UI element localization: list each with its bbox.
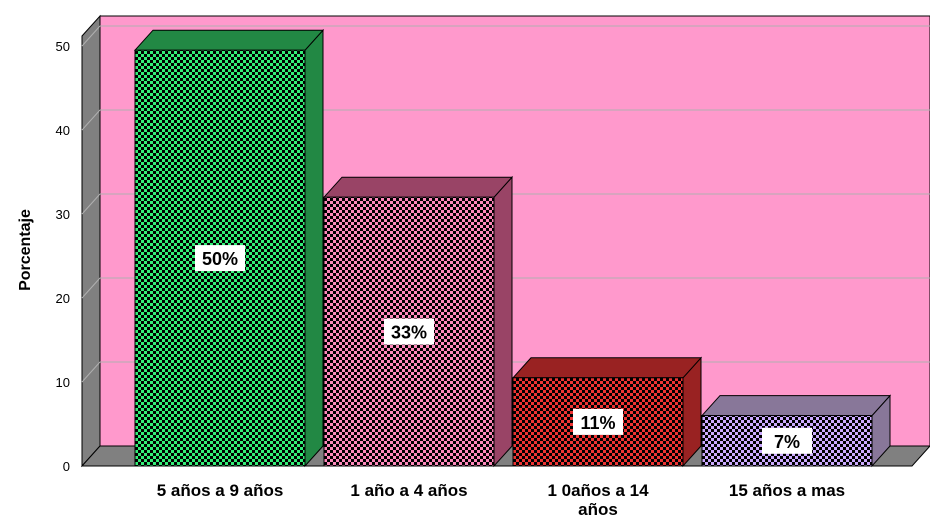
data-label-box — [195, 245, 245, 272]
y-tick-label: 40 — [56, 123, 70, 138]
gridline-side — [81, 109, 101, 131]
bar-top — [133, 29, 325, 51]
y-tick-label: 0 — [63, 459, 70, 474]
y-tick-label: 50 — [56, 39, 70, 54]
left-wall — [81, 14, 101, 468]
gridline-side — [81, 193, 101, 215]
bar: 33% — [322, 175, 514, 468]
bar: 50% — [133, 28, 325, 468]
data-label-box — [384, 318, 434, 345]
bars: 50% 33% 11% 7% — [133, 28, 892, 468]
y-tick-label: 10 — [56, 375, 70, 390]
gridline-side — [81, 361, 101, 383]
bar-top — [700, 395, 892, 417]
y-axis-ticks: 0 10 20 30 40 50 — [56, 39, 70, 474]
y-tick-label: 30 — [56, 207, 70, 222]
data-label: 7% — [774, 432, 800, 452]
data-label: 50% — [202, 249, 238, 269]
x-tick-label: 15 años a mas — [729, 481, 845, 500]
x-tick-label: 5 años a 9 años — [157, 481, 284, 500]
y-tick-label: 20 — [56, 291, 70, 306]
x-tick-label: 1 año a 4 años — [350, 481, 467, 500]
y-axis-label: Porcentaje — [17, 209, 34, 291]
bar-top — [511, 357, 703, 379]
gridline-side — [81, 277, 101, 299]
bar: 11% — [511, 356, 703, 468]
data-label-box — [573, 408, 623, 435]
x-tick-label: 1 0años a 14 años — [547, 481, 649, 518]
bar-side — [304, 28, 324, 468]
bar: 7% — [700, 394, 892, 468]
data-label: 33% — [391, 323, 427, 343]
x-axis-labels: 5 años a 9 años 1 año a 4 años 1 0años a 1… — [157, 481, 845, 518]
data-label: 11% — [580, 413, 615, 433]
bar-side — [493, 175, 513, 468]
gridline-side — [81, 25, 101, 47]
bar-top — [322, 176, 514, 198]
data-label-box — [762, 427, 812, 454]
